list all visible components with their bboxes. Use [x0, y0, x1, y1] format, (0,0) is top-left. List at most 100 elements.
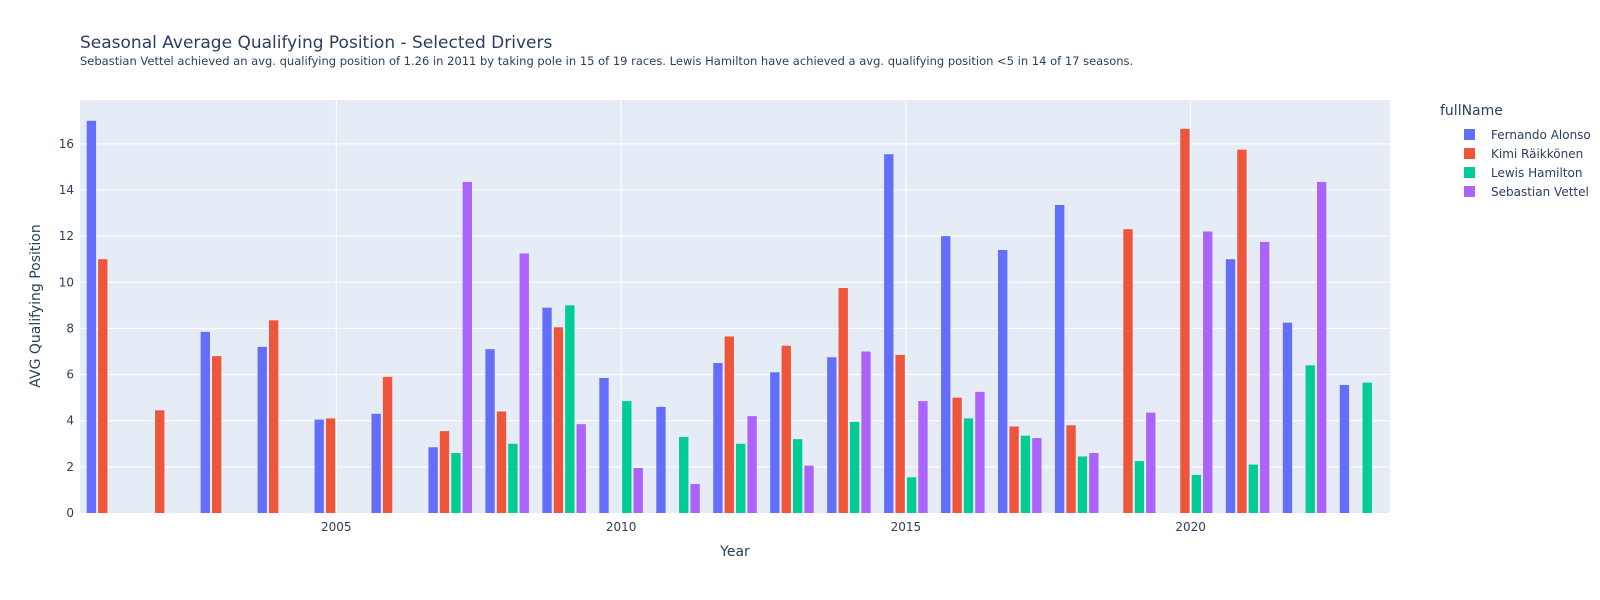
legend-label: Lewis Hamilton: [1491, 165, 1583, 180]
bar-kimi-raikkonen-2007: [439, 431, 450, 513]
y-tick-label: 0: [66, 506, 74, 520]
bar-sebastian-vettel-2020: [1203, 231, 1213, 513]
bar-lewis-hamilton-2011: [679, 436, 689, 513]
bar-lewis-hamilton-2019: [1134, 461, 1145, 513]
y-tick-label: 8: [66, 321, 74, 335]
bar-kimi-raikkonen-2018: [1066, 425, 1076, 513]
bar-fernando-alonso-2023: [1339, 384, 1350, 513]
y-axis-label: AVG Qualifying Position: [28, 224, 44, 387]
bar-kimi-raikkonen-2002: [155, 410, 165, 513]
bar-kimi-raikkonen-2021: [1237, 149, 1247, 514]
bar-kimi-raikkonen-2014: [838, 288, 848, 513]
bar-lewis-hamilton-2009: [565, 305, 575, 513]
bar-fernando-alonso-2007: [428, 447, 438, 513]
bar-sebastian-vettel-2021: [1260, 241, 1270, 513]
bar-kimi-raikkonen-2013: [781, 345, 791, 513]
bar-fernando-alonso-2004: [257, 346, 267, 513]
bar-sebastian-vettel-2008: [519, 253, 529, 513]
bar-lewis-hamilton-2010: [622, 401, 632, 513]
bar-lewis-hamilton-2013: [792, 439, 803, 513]
bar-kimi-raikkonen-2001: [98, 259, 108, 513]
bar-lewis-hamilton-2021: [1248, 464, 1258, 513]
bar-sebastian-vettel-2010: [633, 468, 643, 513]
bar-fernando-alonso-2009: [542, 307, 552, 513]
y-tick-label: 6: [66, 368, 74, 382]
legend-label: Fernando Alonso: [1491, 127, 1591, 142]
bar-lewis-hamilton-2023: [1362, 382, 1372, 513]
bar-fernando-alonso-2021: [1225, 259, 1236, 513]
x-axis-label: Year: [719, 544, 750, 560]
bar-fernando-alonso-2011: [656, 406, 666, 513]
legend-item-lewis-hamilton[interactable]: Lewis Hamilton: [1440, 163, 1591, 182]
y-tick-label: 16: [59, 137, 74, 151]
bar-fernando-alonso-2016: [941, 236, 951, 513]
bar-lewis-hamilton-2020: [1191, 474, 1202, 513]
bar-lewis-hamilton-2022: [1305, 365, 1315, 513]
legend-swatch: [1464, 129, 1475, 140]
plot-background: [80, 100, 1390, 513]
bar-kimi-raikkonen-2012: [724, 336, 734, 513]
legend-label: Kimi Räikkönen: [1491, 146, 1584, 161]
legend-swatch: [1464, 167, 1475, 178]
chart-title: Seasonal Average Qualifying Position - S…: [80, 33, 553, 53]
y-tick-label: 2: [66, 460, 74, 474]
y-tick-label: 12: [59, 229, 74, 243]
bar-sebastian-vettel-2014: [861, 351, 871, 513]
bar-fernando-alonso-2018: [1054, 204, 1065, 514]
legend-swatch: [1464, 148, 1475, 159]
bar-sebastian-vettel-2019: [1146, 412, 1156, 513]
bar-fernando-alonso-2006: [371, 413, 381, 513]
bar-lewis-hamilton-2017: [1020, 435, 1031, 513]
bar-fernando-alonso-2008: [485, 349, 495, 513]
y-tick-label: 14: [59, 183, 74, 197]
bar-lewis-hamilton-2018: [1077, 456, 1088, 513]
bar-kimi-raikkonen-2006: [382, 376, 393, 513]
bars: [86, 120, 1372, 514]
bar-sebastian-vettel-2015: [918, 401, 928, 513]
legend-title: fullName: [1440, 103, 1503, 119]
legend-label: Sebastian Vettel: [1491, 184, 1589, 199]
bar-kimi-raikkonen-2003: [212, 356, 222, 513]
x-tick-label: 2010: [606, 520, 637, 534]
bar-kimi-raikkonen-2004: [268, 320, 279, 513]
bar-sebastian-vettel-2012: [747, 416, 757, 513]
bar-sebastian-vettel-2017: [1032, 438, 1042, 513]
y-tick-label: 10: [59, 275, 74, 289]
bar-sebastian-vettel-2016: [975, 391, 985, 513]
bar-kimi-raikkonen-2009: [553, 327, 564, 513]
bar-sebastian-vettel-2007: [462, 181, 472, 513]
x-tick-label: 2015: [891, 520, 922, 534]
grid-lines: [80, 100, 1390, 513]
bar-kimi-raikkonen-2017: [1009, 426, 1019, 513]
bar-lewis-hamilton-2012: [736, 443, 746, 513]
bar-lewis-hamilton-2008: [508, 443, 518, 513]
bar-kimi-raikkonen-2016: [952, 397, 962, 513]
bar-fernando-alonso-2012: [713, 363, 723, 513]
tick-labels: 0 2 4 6 8 10 12 14 16 2005 2010 2015 2020: [59, 137, 1206, 534]
bar-fernando-alonso-2010: [599, 378, 609, 513]
legend-item-kimi-raikkonen[interactable]: Kimi Räikkönen: [1440, 144, 1591, 163]
chart-subtitle: Sebastian Vettel achieved an avg. qualif…: [80, 54, 1134, 68]
bar-fernando-alonso-2013: [770, 372, 780, 513]
bar-kimi-raikkonen-2019: [1123, 229, 1133, 513]
x-tick-label: 2020: [1175, 520, 1206, 534]
bar-fernando-alonso-2005: [314, 419, 324, 513]
bar-lewis-hamilton-2016: [963, 418, 974, 513]
bar-fernando-alonso-2014: [827, 357, 837, 513]
bar-fernando-alonso-2015: [884, 154, 894, 513]
legend-item-sebastian-vettel[interactable]: Sebastian Vettel: [1440, 182, 1591, 201]
bar-sebastian-vettel-2013: [804, 465, 814, 513]
bar-sebastian-vettel-2011: [690, 483, 700, 513]
bar-sebastian-vettel-2009: [576, 424, 586, 513]
bar-kimi-raikkonen-2005: [325, 418, 336, 513]
bar-lewis-hamilton-2007: [451, 453, 461, 513]
bar-sebastian-vettel-2018: [1089, 453, 1099, 513]
bar-kimi-raikkonen-2020: [1180, 128, 1190, 513]
legend-item-fernando-alonso[interactable]: Fernando Alonso: [1440, 125, 1591, 144]
bar-lewis-hamilton-2014: [849, 421, 860, 513]
bar-fernando-alonso-2017: [998, 249, 1008, 513]
bar-sebastian-vettel-2022: [1316, 181, 1327, 513]
x-tick-label: 2005: [321, 520, 352, 534]
bar-fernando-alonso-2022: [1282, 322, 1293, 513]
y-tick-label: 4: [66, 414, 74, 428]
